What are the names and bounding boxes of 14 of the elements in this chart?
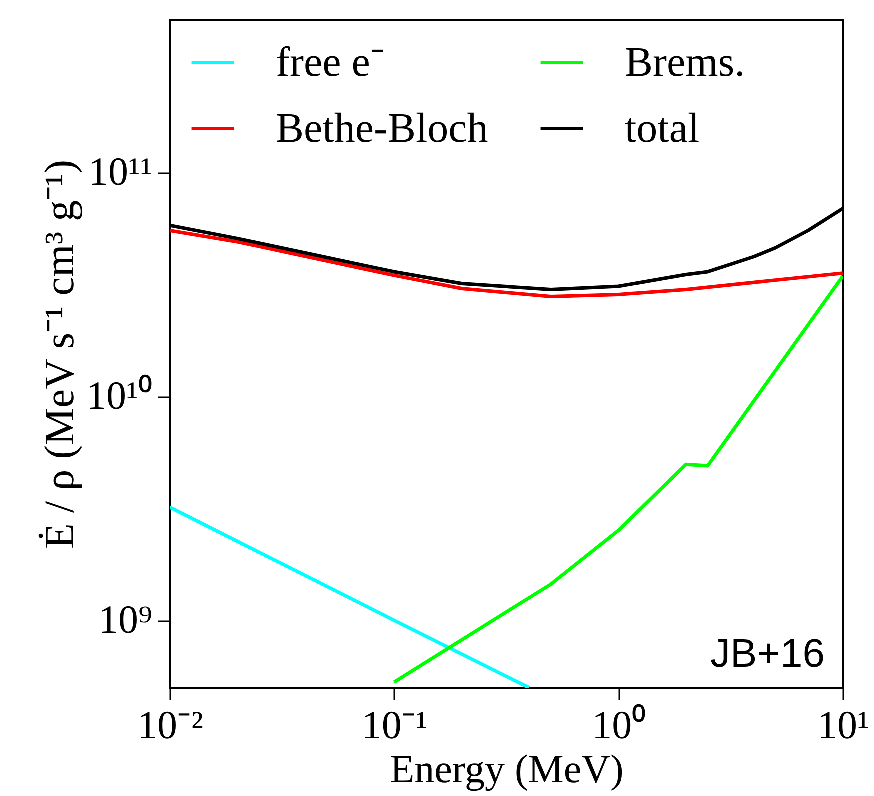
legend-label: Bethe-Bloch: [276, 106, 488, 152]
x-tick-label: 10⁻²: [138, 702, 204, 748]
legend-label: Brems.: [625, 40, 746, 86]
y-axis-title: Ė / ρ (MeV s⁻¹ cm³ g⁻¹): [38, 160, 84, 550]
legend-label: free e⁻: [276, 40, 384, 86]
annotation: JB+16: [710, 632, 825, 676]
x-axis-title: Energy (MeV): [390, 746, 624, 792]
x-tick-label: 10¹: [818, 702, 870, 748]
y-tick-label: 10⁹: [98, 597, 152, 642]
y-tick-label: 10¹¹: [88, 149, 152, 194]
x-tick-label: 10⁻¹: [362, 702, 428, 748]
y-tick-label: 10¹⁰: [86, 373, 152, 418]
legend-label: total: [625, 106, 700, 152]
x-tick-label: 10⁰: [592, 702, 646, 748]
